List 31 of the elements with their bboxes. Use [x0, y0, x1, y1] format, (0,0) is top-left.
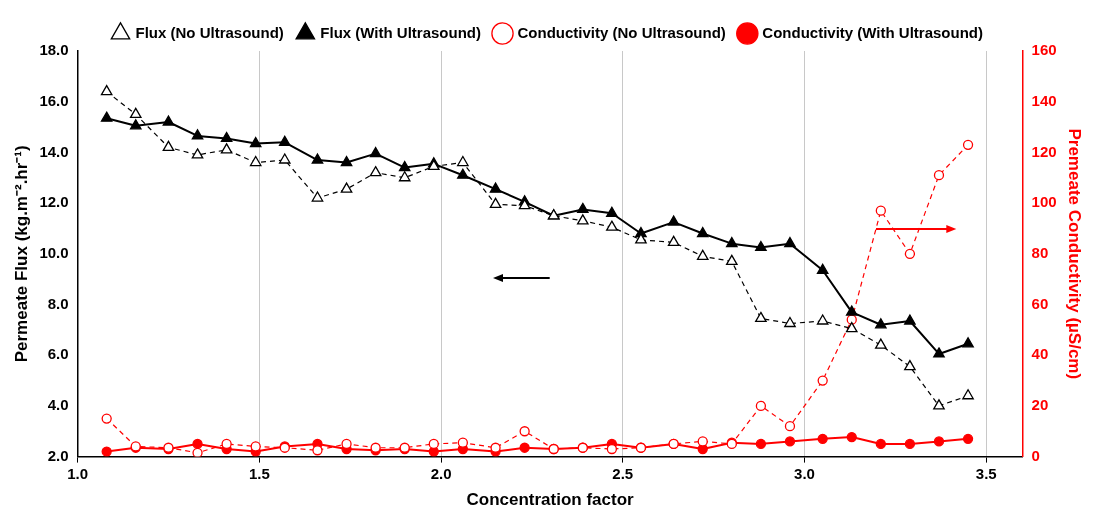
- y-tick-label: 14.0: [39, 142, 69, 160]
- x-axis-title: Concentration factor: [466, 490, 635, 510]
- y-tick-label: 2.0: [47, 446, 69, 464]
- x-tick-label: 3.5: [975, 464, 997, 482]
- x-tick-label: 3.0: [794, 464, 815, 482]
- y-tick-label: 18.0: [39, 41, 69, 59]
- legend-label: Conductivity (With Ultrasound): [762, 23, 984, 41]
- y2-tick-label: 160: [1031, 41, 1057, 59]
- y-tick-label: 12.0: [39, 193, 69, 211]
- y2-tick-label: 80: [1031, 243, 1049, 261]
- x-tick-label: 1.0: [67, 464, 89, 482]
- y2-axis-title: Premeate Conductivity (µS/cm): [1065, 128, 1085, 380]
- x-tick-label: 2.5: [612, 464, 634, 482]
- y-tick-label: 4.0: [47, 396, 69, 414]
- legend-label: Conductivity (No Ultrasound): [517, 23, 726, 41]
- x-tick-label: 2.0: [430, 464, 452, 482]
- y-tick-label: 8.0: [47, 294, 69, 312]
- y2-tick-label: 20: [1031, 396, 1049, 414]
- y-tick-label: 10.0: [39, 243, 69, 261]
- y2-tick-label: 0: [1031, 446, 1040, 464]
- y2-tick-label: 140: [1031, 91, 1057, 109]
- y2-tick-label: 120: [1031, 142, 1057, 160]
- legend-label: Flux (With Ultrasound): [320, 23, 482, 41]
- y-tick-label: 6.0: [47, 345, 69, 363]
- legend-label: Flux (No Ultrasound): [135, 23, 284, 41]
- y2-tick-label: 40: [1031, 345, 1049, 363]
- y-tick-label: 16.0: [39, 91, 69, 109]
- x-tick-label: 1.5: [248, 464, 270, 482]
- y2-tick-label: 60: [1031, 294, 1049, 312]
- y2-tick-label: 100: [1031, 193, 1057, 211]
- y-axis-title: Permeate Flux (kg.m⁻².hr⁻¹): [11, 145, 31, 363]
